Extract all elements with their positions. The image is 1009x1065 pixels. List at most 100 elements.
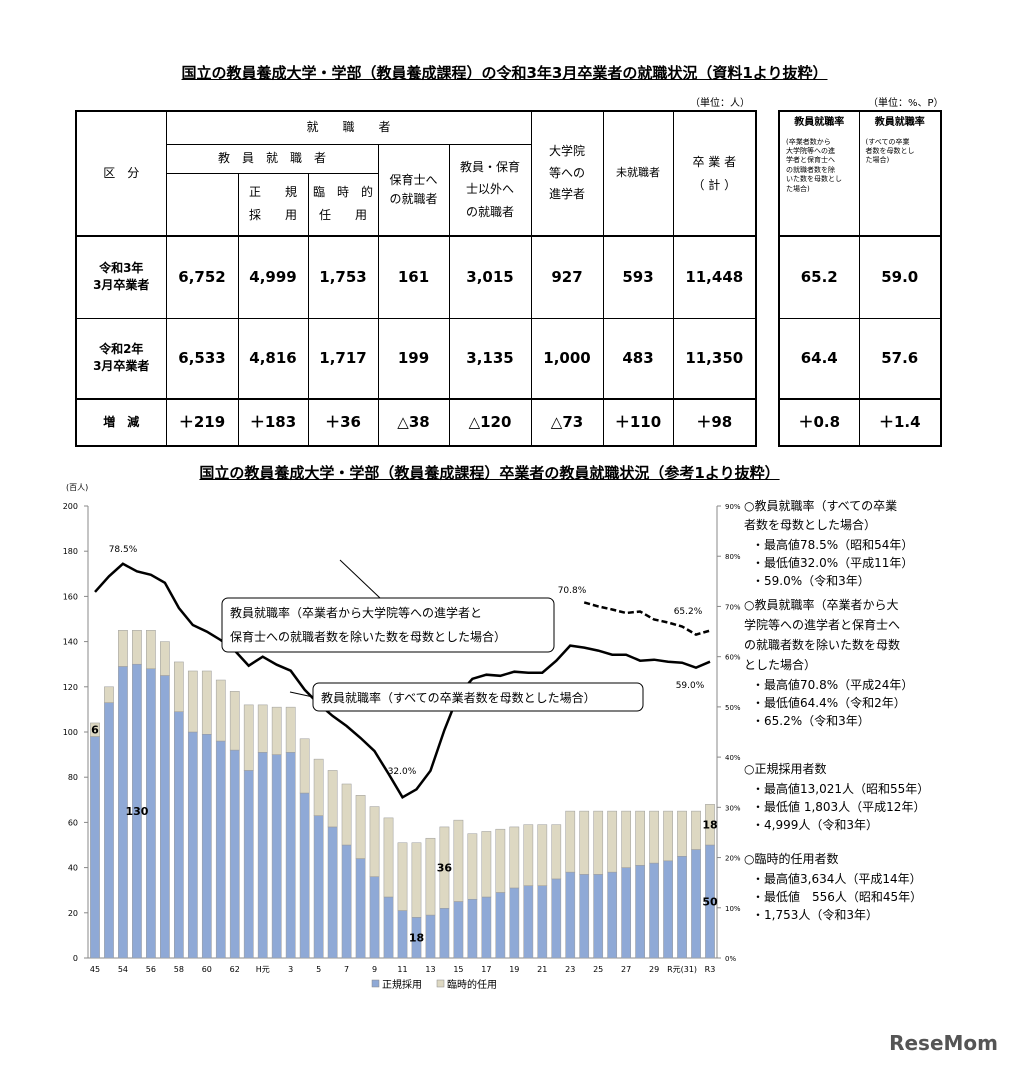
line bbox=[583, 601, 711, 636]
cell: 1,717 bbox=[307, 317, 379, 400]
x-tick-label: 15 bbox=[453, 965, 463, 974]
y-tick-label: 180 bbox=[63, 547, 78, 556]
note-line: ・4,999人（令和3年） bbox=[752, 817, 878, 832]
y-tick-label: 120 bbox=[63, 683, 78, 692]
bar bbox=[439, 826, 450, 909]
bar bbox=[481, 896, 492, 959]
note-line: とした場合） bbox=[744, 657, 816, 672]
bar bbox=[341, 844, 352, 959]
header-cell: 大学院 等への 進学者 bbox=[530, 110, 604, 237]
x-tick-label: 45 bbox=[90, 965, 100, 974]
table-title: 国立の教員養成大学・学部（教員養成課程）の令和3年3月卒業者の就職状況（資料1よ… bbox=[181, 64, 828, 82]
x-tick-label: 19 bbox=[509, 965, 519, 974]
bar bbox=[341, 783, 352, 846]
header-cell: 就 職 者 bbox=[165, 110, 532, 145]
bar bbox=[635, 865, 645, 959]
callout-box bbox=[312, 682, 644, 712]
data-label: 6 bbox=[91, 724, 99, 737]
bar bbox=[187, 670, 198, 733]
axis-unit: (百人) bbox=[66, 483, 88, 492]
x-tick-label: 58 bbox=[174, 965, 184, 974]
bar bbox=[383, 896, 394, 959]
x-tick-label: 3 bbox=[288, 965, 293, 974]
rate-table: 教員就職率 (卒業者数から 大学院等への進 学者と保育士へ の就職者数を除 いた数… bbox=[778, 110, 942, 447]
bar bbox=[271, 754, 282, 959]
bar bbox=[299, 738, 310, 794]
bar bbox=[104, 686, 114, 703]
legend-label: 正規採用 bbox=[382, 978, 422, 991]
y-tick-label: 100 bbox=[63, 728, 78, 737]
y2-tick-label: 50% bbox=[725, 704, 741, 712]
x-tick-label: 29 bbox=[649, 965, 659, 974]
note-line: ・1,753人（令和3年） bbox=[752, 907, 878, 922]
annotation: 32.0% bbox=[388, 767, 417, 777]
bar bbox=[229, 749, 240, 959]
note-line: 学院等への進学者と保育士へ bbox=[744, 617, 900, 632]
bar bbox=[369, 876, 380, 959]
y-tick-label: 0 bbox=[73, 954, 78, 963]
y2-tick-label: 40% bbox=[725, 754, 741, 762]
cell: 64.4 bbox=[778, 317, 860, 400]
header-cell: 教員就職率 (卒業者数から 大学院等への進 学者と保育士へ の就職者数を除 いた数… bbox=[778, 110, 860, 237]
bar bbox=[425, 914, 436, 959]
bar bbox=[285, 752, 296, 959]
y2-tick-label: 10% bbox=[725, 905, 741, 913]
y-tick-label: 20 bbox=[68, 909, 78, 918]
note-line: ・最低値32.0%（平成11年） bbox=[752, 555, 913, 570]
x-tick-label: 13 bbox=[425, 965, 435, 974]
x-tick-label: 11 bbox=[397, 965, 407, 974]
y2-tick-label: 80% bbox=[725, 553, 741, 561]
y-tick-label: 200 bbox=[63, 502, 78, 511]
y2-tick-label: 70% bbox=[725, 603, 741, 611]
y-tick-label: 140 bbox=[63, 638, 78, 647]
cell: △120 bbox=[448, 398, 532, 447]
cell: ＋36 bbox=[307, 398, 379, 447]
header-note: (卒業者数から 大学院等への進 学者と保育士へ の就職者数を除 いた数を母数とし… bbox=[786, 137, 842, 193]
cell: △38 bbox=[377, 398, 450, 447]
annotation: 65.2% bbox=[674, 607, 703, 617]
y2-tick-label: 90% bbox=[725, 503, 741, 511]
y-tick-label: 80 bbox=[68, 773, 78, 782]
bar bbox=[551, 824, 562, 880]
bar bbox=[593, 874, 604, 959]
cell: 57.6 bbox=[858, 317, 942, 400]
bar bbox=[132, 630, 142, 665]
cell: 1,753 bbox=[307, 235, 379, 319]
bar bbox=[593, 810, 604, 875]
data-label: 50 bbox=[702, 896, 718, 909]
callout-box bbox=[221, 597, 555, 653]
bar bbox=[369, 806, 380, 877]
y-tick-label: 160 bbox=[63, 592, 78, 601]
header-cell: 正 規 採 用 bbox=[237, 172, 309, 237]
bar bbox=[313, 815, 324, 959]
leader-line bbox=[289, 691, 314, 698]
bar bbox=[229, 691, 240, 751]
x-tick-label: 21 bbox=[537, 965, 547, 974]
x-tick-label: H元 bbox=[256, 965, 270, 974]
bar bbox=[243, 704, 254, 771]
bar bbox=[425, 837, 436, 916]
bar bbox=[523, 885, 534, 959]
header-cell: 区 分 bbox=[75, 110, 167, 237]
data-label: 18 bbox=[409, 932, 424, 945]
unit: （単位：人） bbox=[690, 98, 750, 109]
bar bbox=[467, 898, 478, 959]
header-cell bbox=[165, 173, 239, 237]
chart-title: 国立の教員養成大学・学部（教員養成課程）卒業者の教員就職状況（参考1より抜粋） bbox=[199, 464, 780, 482]
note-line: ・最低値 556人（昭和45年） bbox=[752, 889, 922, 904]
row-label: 増 減 bbox=[75, 398, 167, 447]
leader-line bbox=[339, 559, 381, 599]
cell: ＋1.4 bbox=[858, 398, 942, 447]
legend-swatch bbox=[371, 979, 380, 988]
bar bbox=[355, 795, 366, 859]
bar bbox=[271, 706, 282, 755]
bar bbox=[509, 887, 520, 959]
x-tick-label: R元(31) bbox=[667, 965, 697, 974]
callout-text: 教員就職率（卒業者から大学院等への進学者と bbox=[230, 605, 482, 620]
x-tick-label: 7 bbox=[344, 965, 349, 974]
x-tick-label: 54 bbox=[118, 965, 128, 974]
note-line: ・最低値 1,803人（平成12年） bbox=[752, 799, 925, 814]
cell: 6,533 bbox=[165, 317, 239, 400]
bar bbox=[663, 860, 673, 959]
